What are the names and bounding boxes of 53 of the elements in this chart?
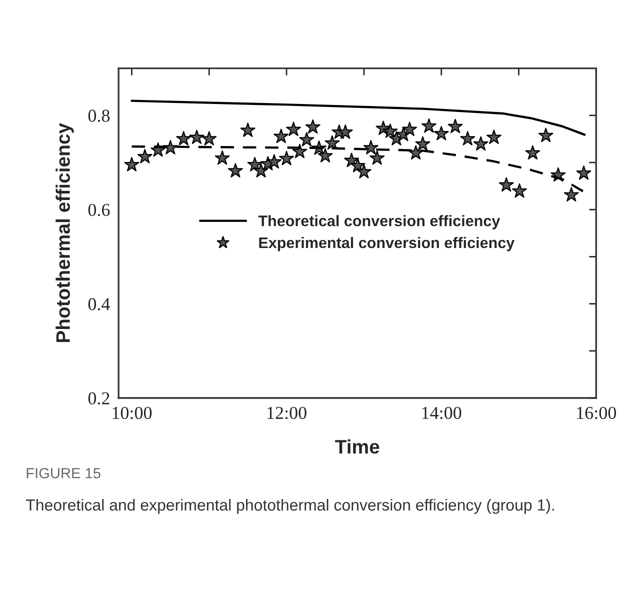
point [460, 131, 476, 146]
point [274, 128, 289, 144]
caption: FIGURE 15 [26, 468, 100, 478]
legend-label: Experimental conversion efficiency [259, 236, 515, 252]
legend-label: Theoretical conversion efficiency [258, 215, 500, 230]
point [124, 157, 140, 172]
point [324, 135, 340, 150]
x-axis-title: Time [335, 439, 380, 454]
point [363, 140, 378, 154]
point [370, 150, 385, 165]
x-tick-label: 14:00 [422, 406, 462, 420]
x-tick-label: 12:00 [268, 406, 306, 420]
point [498, 177, 514, 192]
point [286, 122, 301, 136]
point [202, 131, 217, 146]
point [473, 136, 488, 151]
point [402, 122, 418, 136]
point [214, 150, 230, 165]
text: Theoretical and experimental photothermal conversion efficiency (group 1). [26, 498, 554, 514]
point [266, 154, 282, 168]
point [448, 118, 463, 134]
point [382, 124, 398, 138]
x-tick-label: 16:00 [577, 406, 616, 420]
point [338, 124, 353, 139]
point [356, 164, 372, 178]
point [525, 145, 540, 160]
point [415, 136, 430, 151]
point [512, 183, 527, 198]
y-tick-label: 0.2 [88, 392, 110, 404]
y-axis-title: Photothermal efficiency [56, 123, 74, 342]
point [408, 145, 424, 160]
x-tick-label: 10:00 [112, 406, 152, 420]
point [189, 130, 204, 144]
point [318, 148, 333, 162]
point [292, 144, 308, 158]
point [299, 132, 314, 146]
point [576, 165, 592, 180]
y-tick-label: 0.6 [88, 204, 110, 216]
y-tick-label: 0.8 [88, 110, 110, 122]
y-tick-label: 0.4 [88, 298, 110, 310]
line-series [130, 100, 586, 136]
point [137, 149, 152, 164]
point [176, 131, 192, 146]
point [254, 163, 268, 178]
point [228, 163, 243, 178]
point [240, 122, 256, 137]
point [279, 150, 294, 166]
point [538, 128, 554, 142]
point [564, 187, 579, 202]
point [434, 126, 449, 140]
point [486, 130, 502, 144]
point [421, 118, 436, 133]
point [305, 119, 320, 134]
